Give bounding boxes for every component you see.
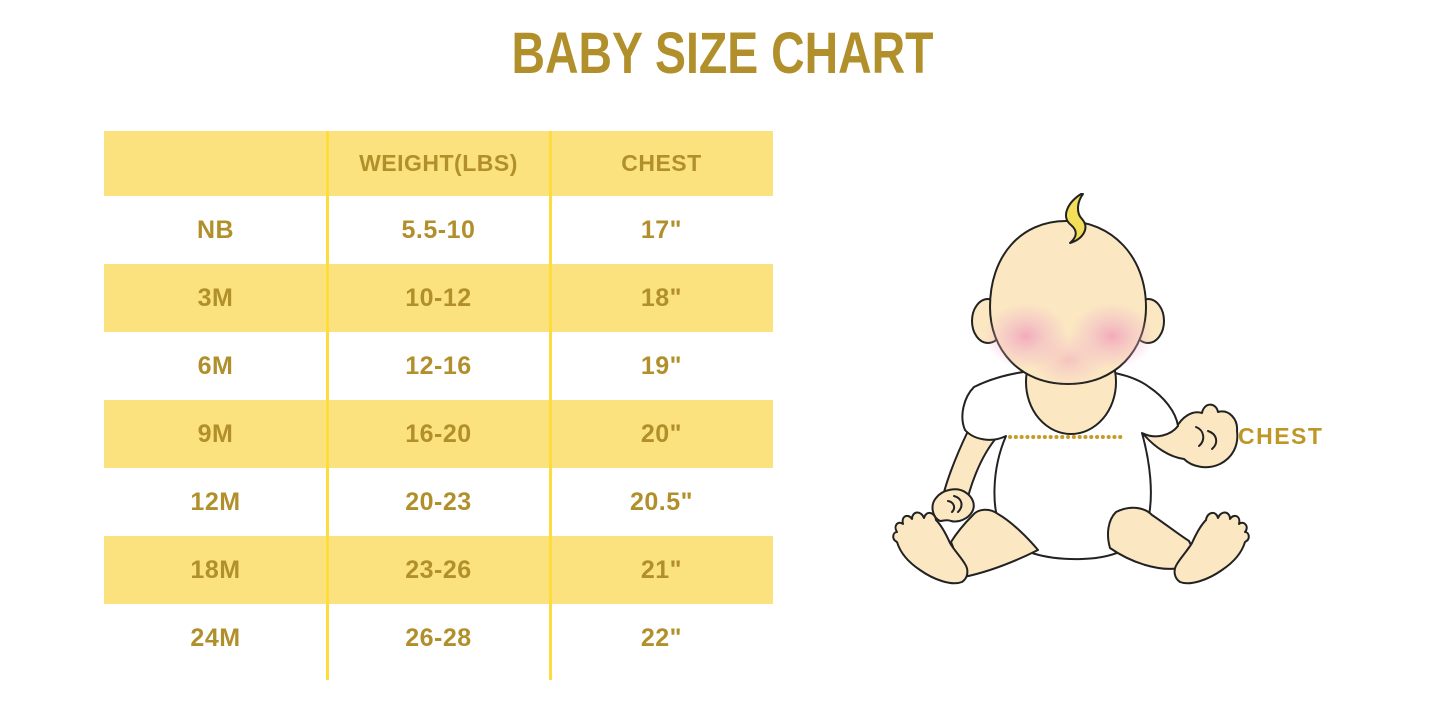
- header-cell-size: [104, 131, 327, 196]
- cell-weight: 23-26: [405, 555, 472, 584]
- header-cell-weight: WEIGHT(LBS): [359, 150, 518, 176]
- table-row: 18M 23-26 21": [104, 536, 773, 604]
- baby-hand-left-finger-curl: [947, 500, 956, 513]
- baby-leg-right: [1107, 506, 1192, 570]
- baby-fist-finger-curl: [1195, 426, 1205, 447]
- cell-size: 12M: [190, 487, 241, 516]
- cell-chest: 20": [640, 419, 683, 448]
- table-row: NB 5.5-10 17": [104, 196, 773, 264]
- table-row: 9M 16-20 20": [104, 400, 773, 468]
- cell-chest: 17": [640, 215, 683, 244]
- cell-chest: 22": [640, 623, 683, 652]
- cell-size: 6M: [197, 351, 234, 380]
- cell-chest: 19": [640, 351, 683, 380]
- size-table: WEIGHT(LBS) CHEST NB 5.5-10 17" 3M 10-12 18" 6…: [104, 131, 773, 680]
- baby-leg-left: [950, 508, 1039, 578]
- baby-fist-right: [1141, 403, 1239, 469]
- baby-foot-left: [892, 511, 969, 585]
- cell-chest: 20.5": [629, 487, 693, 516]
- baby-hand-left-finger-curl: [953, 495, 963, 513]
- table-row: 12M 20-23 20.5": [104, 468, 773, 536]
- cell-weight: 20-23: [405, 487, 472, 516]
- table-row: 6M 12-16 19": [104, 332, 773, 400]
- cell-size: 18M: [190, 555, 241, 584]
- header-cell-chest: CHEST: [621, 150, 702, 176]
- baby-foot-right: [1173, 511, 1250, 585]
- chest-measurement-label: CHEST: [1238, 423, 1324, 449]
- cell-weight: 26-28: [405, 623, 472, 652]
- baby-illustration: [892, 193, 1250, 585]
- baby-fist-finger-curl: [1207, 430, 1218, 450]
- table-row: 3M 10-12 18": [104, 264, 773, 332]
- cell-size: 24M: [190, 623, 241, 652]
- baby-blush-chin: [1031, 334, 1107, 386]
- size-table-body: NB 5.5-10 17" 3M 10-12 18" 6M 12-16 19" 9M 16-20 20…: [104, 196, 773, 672]
- cell-chest: 21": [640, 555, 683, 584]
- cell-weight: 5.5-10: [401, 215, 476, 244]
- cell-weight: 10-12: [405, 283, 472, 312]
- cell-size: 3M: [197, 283, 234, 312]
- cell-weight: 16-20: [405, 419, 472, 448]
- cell-chest: 18": [640, 283, 683, 312]
- cell-size: NB: [196, 215, 235, 244]
- column-divider: [326, 131, 329, 680]
- page-title: BABY SIZE CHART: [511, 21, 934, 86]
- table-header-row: WEIGHT(LBS) CHEST: [104, 131, 773, 196]
- column-divider: [549, 131, 552, 680]
- cell-weight: 12-16: [405, 351, 472, 380]
- table-row: 24M 26-28 22": [104, 604, 773, 672]
- cell-size: 9M: [197, 419, 234, 448]
- baby-hair-curl: [1065, 193, 1087, 244]
